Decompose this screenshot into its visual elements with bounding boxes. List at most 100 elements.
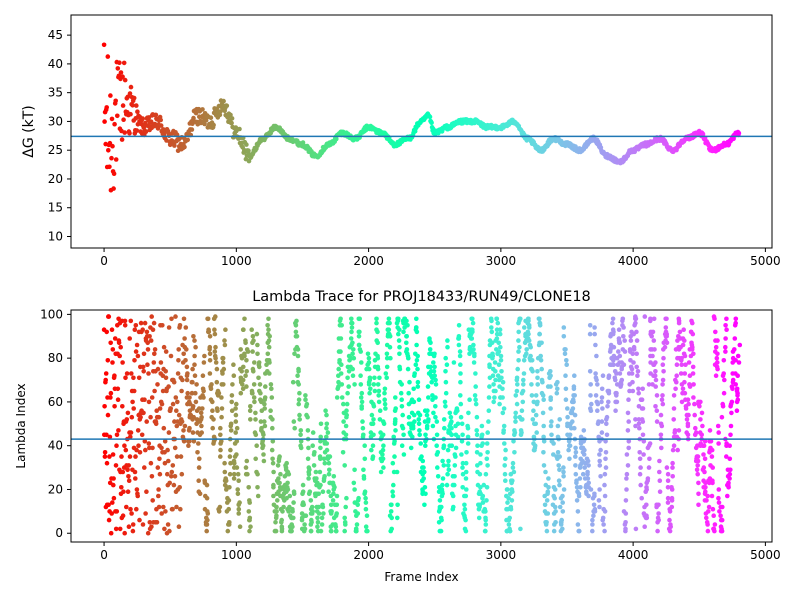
lambda-point xyxy=(490,355,495,361)
lambda-point xyxy=(445,338,450,343)
lambda-point xyxy=(590,517,595,523)
lambda-point xyxy=(441,417,447,422)
lambda-point xyxy=(386,316,392,322)
lambda-point xyxy=(138,414,143,420)
lambda-point xyxy=(254,443,259,449)
lambda-point xyxy=(193,344,198,350)
lambda-point xyxy=(102,454,108,459)
lambda-point xyxy=(258,390,263,396)
lambda-point xyxy=(471,342,476,348)
lambda-point xyxy=(698,417,703,422)
lambda-point xyxy=(510,489,515,495)
lambda-point xyxy=(150,445,155,451)
lambda-point xyxy=(296,401,302,407)
lambda-point xyxy=(106,314,112,319)
lambda-point xyxy=(269,447,275,453)
lambda-point xyxy=(570,419,575,424)
lambda-point xyxy=(539,340,544,346)
lambda-point xyxy=(715,351,720,357)
lambda-point xyxy=(692,432,698,438)
lambda-point xyxy=(644,515,650,521)
lambda-point xyxy=(183,325,189,330)
lambda-point xyxy=(434,452,440,457)
x-tick-label: 0 xyxy=(100,254,108,268)
lambda-point xyxy=(388,509,394,514)
lambda-point xyxy=(107,434,113,440)
lambda-point xyxy=(298,428,304,433)
lambda-point xyxy=(452,452,458,457)
lambda-point xyxy=(128,318,134,324)
delta-g-point xyxy=(135,109,140,114)
lambda-point xyxy=(640,419,646,424)
lambda-point xyxy=(213,344,218,350)
lambda-point xyxy=(231,471,237,477)
delta-g-point xyxy=(120,74,125,79)
lambda-point xyxy=(301,502,307,508)
lambda-point xyxy=(169,469,175,475)
lambda-point xyxy=(443,390,449,396)
delta-g-point xyxy=(105,54,111,59)
lambda-point xyxy=(560,500,565,505)
lambda-point xyxy=(108,340,113,346)
lambda-point xyxy=(548,406,553,411)
lambda-point xyxy=(627,347,633,352)
lambda-point xyxy=(625,463,631,468)
lambda-point xyxy=(518,432,524,438)
delta-g-point xyxy=(119,137,125,142)
lambda-point xyxy=(358,395,364,400)
lambda-point xyxy=(260,443,266,449)
lambda-point xyxy=(657,469,662,475)
lambda-point xyxy=(709,493,715,499)
lambda-point xyxy=(104,460,110,466)
lambda-point xyxy=(578,485,583,490)
lambda-point xyxy=(524,347,529,352)
lambda-point xyxy=(478,452,483,457)
lambda-point xyxy=(501,423,507,429)
lambda-point xyxy=(359,390,365,396)
lambda-point xyxy=(324,425,329,431)
lambda-point xyxy=(233,406,238,411)
lambda-point xyxy=(561,469,566,475)
lambda-point xyxy=(406,390,412,396)
delta-g-point xyxy=(427,114,433,120)
lambda-point xyxy=(597,452,602,457)
lambda-point xyxy=(659,445,664,451)
delta-g-point xyxy=(121,117,126,122)
lambda-point xyxy=(270,417,275,422)
lambda-point xyxy=(133,454,138,459)
lambda-point xyxy=(514,401,520,407)
lambda-point xyxy=(174,408,179,414)
delta-g-point xyxy=(106,148,111,153)
lambda-point xyxy=(433,382,439,387)
lambda-point xyxy=(456,342,462,348)
lambda-point xyxy=(234,425,240,431)
lambda-point xyxy=(599,395,605,400)
lambda-point xyxy=(499,369,504,374)
lambda-point xyxy=(572,373,577,379)
lambda-point xyxy=(134,487,140,492)
lambda-point xyxy=(660,362,666,368)
lambda-point xyxy=(190,406,195,411)
lambda-point xyxy=(146,441,152,446)
lambda-point xyxy=(695,454,701,459)
lambda-point xyxy=(689,347,695,352)
lambda-point xyxy=(623,528,628,534)
lambda-point xyxy=(603,456,608,462)
lambda-point xyxy=(513,393,519,398)
lambda-point xyxy=(125,467,130,473)
lambda-point xyxy=(150,327,156,333)
lambda-point xyxy=(173,314,178,319)
lambda-point xyxy=(231,373,237,379)
lambda-point xyxy=(245,349,251,354)
lambda-point xyxy=(524,351,529,357)
delta-g-point xyxy=(120,103,126,108)
lambda-point xyxy=(573,445,578,451)
lambda-point xyxy=(727,471,733,477)
lambda-point xyxy=(270,456,275,462)
lambda-point xyxy=(204,522,210,527)
lambda-point xyxy=(356,495,361,501)
lambda-point xyxy=(452,474,457,479)
lambda-point xyxy=(555,386,560,392)
lambda-point xyxy=(642,524,647,529)
lambda-point xyxy=(574,498,580,503)
